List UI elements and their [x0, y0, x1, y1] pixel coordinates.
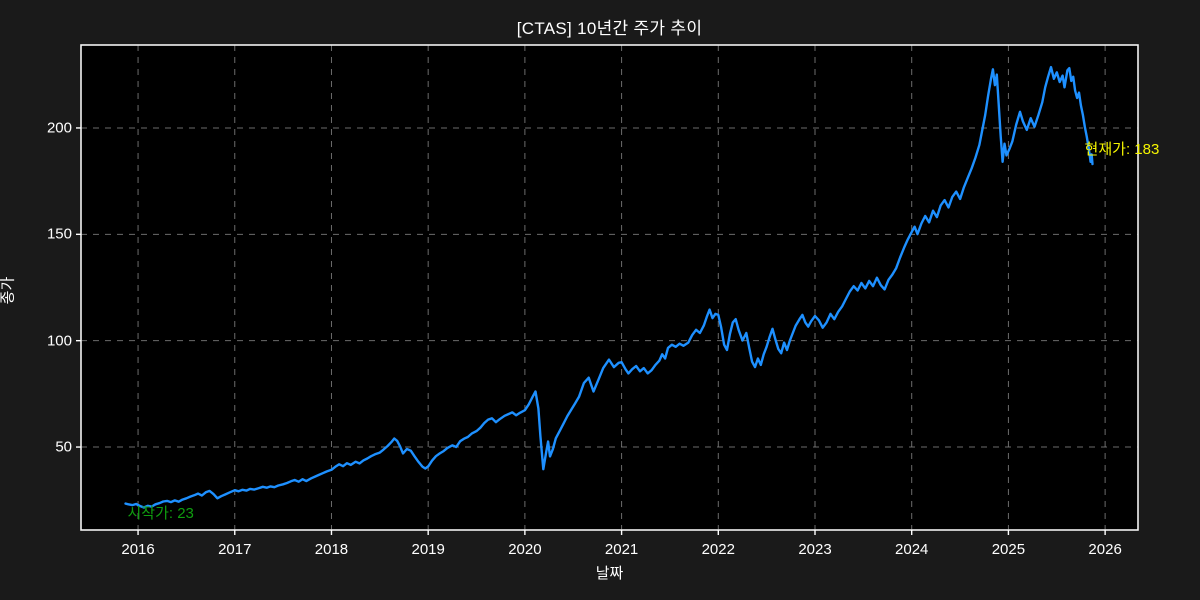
start-price-annotation: 시작가: 23: [127, 505, 194, 523]
x-tick-label-2020: 2020: [508, 541, 542, 558]
x-tick-label-2022: 2022: [701, 541, 735, 558]
x-tick-label-2024: 2024: [895, 541, 929, 558]
current-price-annotation: 현재가: 183: [1084, 141, 1160, 159]
y-tick-label-50: 50: [55, 438, 72, 456]
x-axis-label: 날짜: [595, 565, 624, 582]
y-axis-label: 종가: [0, 276, 17, 305]
x-tick-label-2019: 2019: [411, 541, 445, 558]
x-tick-label-2018: 2018: [314, 541, 349, 558]
x-tick-label-2025: 2025: [991, 541, 1026, 558]
y-tick-label-150: 150: [46, 225, 72, 243]
x-tick-label-2017: 2017: [218, 541, 252, 558]
plot-background: [81, 45, 1138, 530]
x-tick-label-2021: 2021: [604, 541, 639, 558]
x-tick-label-2026: 2026: [1088, 541, 1122, 558]
y-tick-label-100: 100: [46, 332, 72, 350]
x-tick-label-2023: 2023: [798, 541, 832, 558]
plot-frame: [80, 44, 1139, 531]
price-line: [124, 65, 1094, 509]
y-tick-label-200: 200: [46, 119, 72, 137]
chart-title: [CTAS] 10년간 주가 추이: [516, 19, 703, 38]
x-tick-label-2016: 2016: [121, 541, 155, 558]
